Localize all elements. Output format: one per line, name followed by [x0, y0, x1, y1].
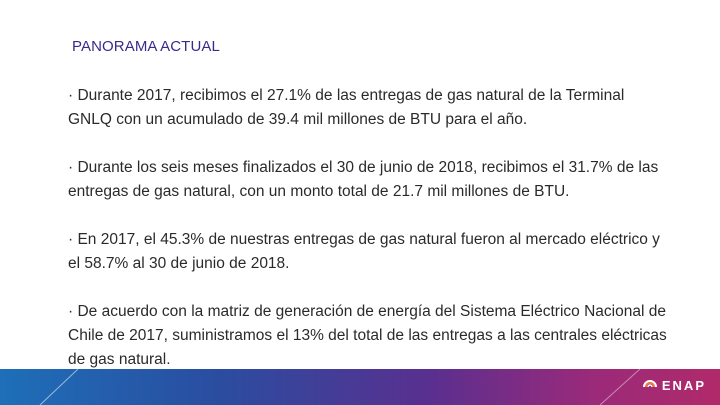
slide-title: PANORAMA ACTUAL [72, 38, 220, 55]
bullet-paragraph-4: · De acuerdo con la matriz de generación… [68, 303, 667, 368]
enap-flame-icon [642, 375, 658, 396]
footer-decorative-lines [39, 369, 641, 405]
bullet-paragraph-3: · En 2017, el 45.3% de nuestras entregas… [68, 231, 660, 272]
enap-logo-text: ENAP [661, 378, 706, 393]
bullet-paragraph-2: · Durante los seis meses finalizados el … [68, 159, 659, 200]
bullet-paragraph-1: · Durante 2017, recibimos el 27.1% de la… [68, 87, 625, 128]
slide-body: · Durante 2017, recibimos el 27.1% de la… [68, 84, 668, 396]
enap-logo: ENAP [642, 375, 706, 396]
footer-band: ENAP [0, 369, 720, 405]
